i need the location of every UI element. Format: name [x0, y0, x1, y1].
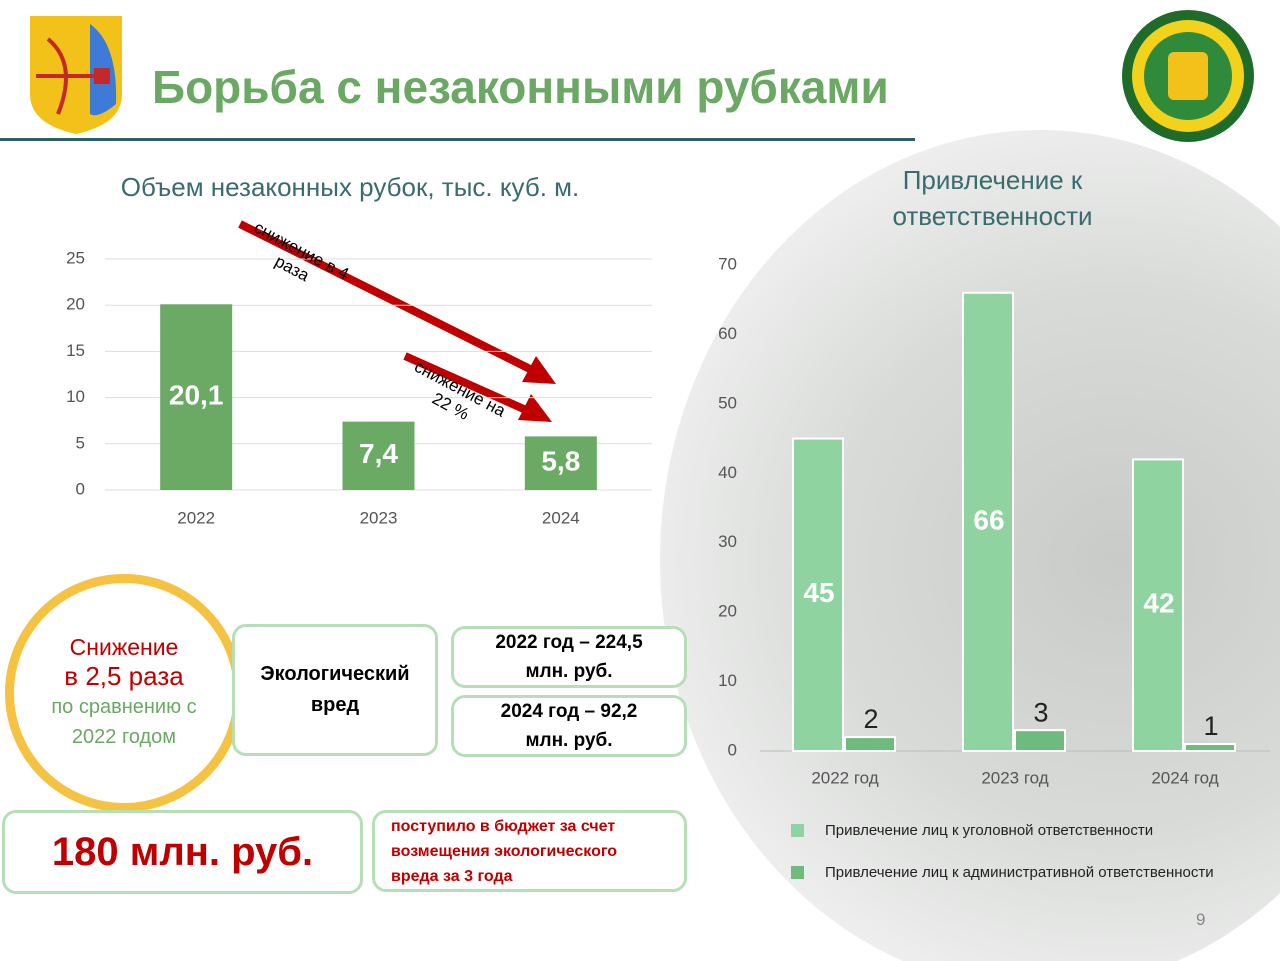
- y-tick-label: 30: [718, 532, 737, 551]
- region-emblem: [30, 16, 122, 134]
- harm-2024: 2024 год – 92,2 млн. руб.: [451, 695, 687, 757]
- bar: [1014, 729, 1066, 753]
- x-tick-label: 2023 год: [981, 768, 1048, 787]
- budget-note: поступило в бюджет за счет возмещения эк…: [372, 810, 687, 892]
- reduction-circle: Снижение в 2,5 раза по сравнению с 2022 …: [5, 574, 243, 812]
- y-tick-label: 10: [718, 671, 737, 690]
- x-tick-label: 2024: [542, 508, 580, 527]
- y-tick-label: 40: [718, 463, 737, 482]
- chart-title: Объем незаконных рубок, тыс. куб. м.: [120, 172, 580, 202]
- bar: [524, 436, 597, 490]
- circle-text: по сравнению с 2022 годом: [51, 696, 197, 748]
- budget-total: 180 млн. руб.: [2, 810, 363, 894]
- y-tick-label: 20: [66, 295, 85, 314]
- bar: [1132, 458, 1184, 752]
- legend-marker: [791, 866, 804, 879]
- value-label: 7,4: [359, 438, 398, 469]
- bar: [962, 291, 1014, 752]
- x-tick-label: 2022 год: [811, 768, 878, 787]
- y-tick-label: 20: [718, 602, 737, 621]
- y-tick-label: 15: [66, 341, 85, 360]
- y-tick-label: 5: [76, 433, 85, 452]
- slide-title: Борьба с незаконными рубками: [152, 61, 889, 113]
- x-tick-label: 2022: [177, 508, 215, 527]
- value-label: 5,8: [541, 446, 580, 477]
- legend-label: Привлечение лиц к уголовной ответственно…: [825, 822, 1153, 839]
- value-label: 45: [803, 577, 834, 608]
- value-label: 42: [1143, 588, 1174, 619]
- value-label: 20,1: [169, 380, 224, 411]
- value-label: 1: [1203, 711, 1218, 741]
- harm-2022: 2022 год – 224,5 млн. руб.: [451, 626, 687, 688]
- y-tick-label: 0: [76, 479, 85, 498]
- legend-label: Привлечение лиц к административной ответ…: [825, 864, 1214, 881]
- x-tick-label: 2024 год: [1151, 768, 1218, 787]
- x-tick-label: 2023: [360, 508, 398, 527]
- bar: [792, 437, 844, 752]
- header-rule: [0, 138, 915, 141]
- legend-marker: [791, 824, 804, 837]
- value-label: 66: [973, 504, 1004, 535]
- bar: [1184, 743, 1236, 752]
- y-tick-label: 60: [718, 324, 737, 343]
- y-tick-label: 25: [66, 248, 85, 267]
- y-tick-label: 70: [718, 254, 737, 273]
- y-tick-label: 0: [728, 740, 737, 759]
- harm-label: Экологический вред: [232, 624, 438, 756]
- bar: [342, 421, 415, 490]
- y-tick-label: 50: [718, 393, 737, 412]
- bar: [160, 304, 233, 490]
- ministry-emblem: [1122, 10, 1254, 142]
- value-label: 2: [863, 704, 878, 734]
- y-tick-label: 10: [66, 387, 85, 406]
- chart-title: Привлечение к ответственности: [892, 165, 1093, 231]
- value-label: 3: [1033, 697, 1048, 727]
- circle-text: в 2,5 раза: [64, 661, 184, 691]
- bar: [844, 736, 896, 752]
- page-number: 9: [1196, 910, 1206, 929]
- circle-text: Снижение: [69, 634, 179, 660]
